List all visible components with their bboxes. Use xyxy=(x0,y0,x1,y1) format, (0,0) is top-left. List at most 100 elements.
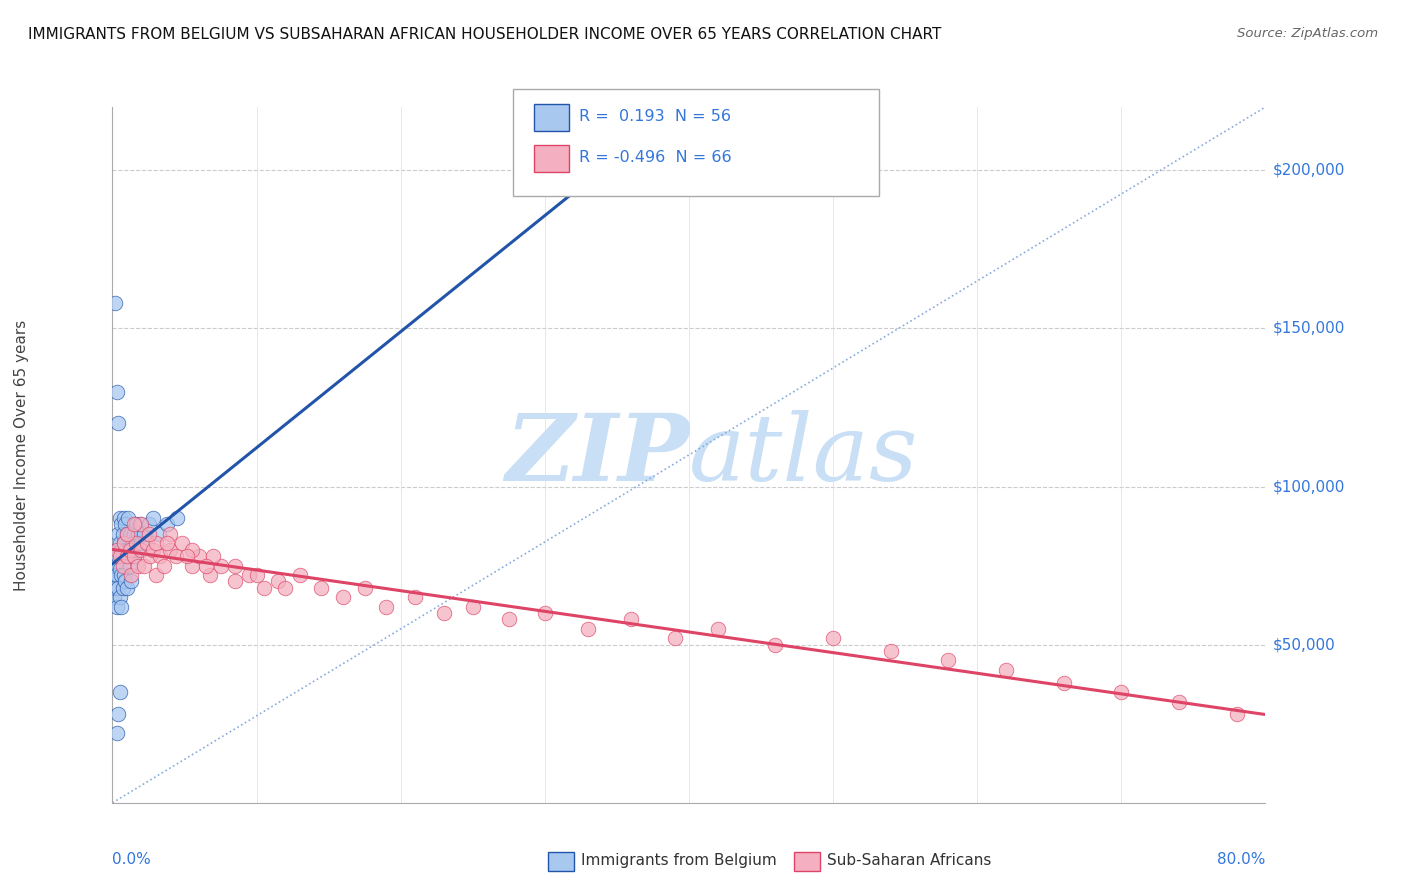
Point xyxy=(129,517,153,532)
Point xyxy=(118,542,141,557)
Point xyxy=(353,581,375,595)
Point xyxy=(128,517,150,532)
Point xyxy=(124,517,146,532)
Point xyxy=(118,558,141,573)
Point xyxy=(142,542,165,557)
Point xyxy=(176,549,198,563)
Point xyxy=(129,536,153,550)
Point xyxy=(117,511,139,525)
Point xyxy=(129,542,153,557)
Point xyxy=(112,568,135,582)
Point xyxy=(111,558,134,573)
Text: R = -0.496  N = 66: R = -0.496 N = 66 xyxy=(579,151,733,165)
Point xyxy=(107,549,129,563)
Point xyxy=(108,562,131,576)
Point xyxy=(107,581,129,595)
Point xyxy=(1226,707,1249,722)
Point xyxy=(134,558,156,573)
Point xyxy=(433,606,456,620)
Text: $200,000: $200,000 xyxy=(1272,163,1344,178)
Point xyxy=(274,581,297,595)
Point xyxy=(107,417,129,431)
Point xyxy=(821,632,844,646)
Point xyxy=(108,591,131,605)
Point xyxy=(110,599,132,614)
Text: 0.0%: 0.0% xyxy=(112,852,152,867)
Point xyxy=(111,581,134,595)
Point xyxy=(159,542,181,557)
Point xyxy=(111,549,134,563)
Point xyxy=(120,542,142,557)
Point xyxy=(245,568,267,582)
Point xyxy=(111,527,134,541)
Point xyxy=(108,511,131,525)
Point xyxy=(148,527,170,541)
Point xyxy=(127,558,149,573)
Point xyxy=(105,568,128,582)
Point xyxy=(153,558,176,573)
Point xyxy=(117,542,139,557)
Point xyxy=(332,591,354,605)
Point xyxy=(110,568,132,582)
Point xyxy=(142,511,165,525)
Point xyxy=(124,536,146,550)
Text: Source: ZipAtlas.com: Source: ZipAtlas.com xyxy=(1237,27,1378,40)
Point xyxy=(706,622,728,636)
Point xyxy=(166,511,188,525)
Point xyxy=(156,536,179,550)
Point xyxy=(108,536,131,550)
Point xyxy=(107,707,129,722)
Point xyxy=(115,581,138,595)
Point xyxy=(115,527,138,541)
Point xyxy=(145,536,167,550)
Point xyxy=(127,527,149,541)
Point xyxy=(112,511,135,525)
Point xyxy=(104,296,127,310)
Point xyxy=(188,549,211,563)
Point xyxy=(936,653,959,667)
Point xyxy=(105,542,128,557)
Point xyxy=(1052,675,1074,690)
Point xyxy=(145,568,167,582)
Point xyxy=(765,638,787,652)
Point xyxy=(122,549,145,563)
Point xyxy=(253,581,276,595)
Text: $100,000: $100,000 xyxy=(1272,479,1344,494)
Point xyxy=(136,536,159,550)
Point xyxy=(122,527,145,541)
Point xyxy=(620,612,643,626)
Point xyxy=(533,606,555,620)
Point xyxy=(134,527,156,541)
Point xyxy=(138,527,160,541)
Point xyxy=(114,542,136,557)
Point xyxy=(209,558,232,573)
Point xyxy=(112,536,135,550)
Point xyxy=(110,517,132,532)
Point xyxy=(498,612,520,626)
Point xyxy=(103,591,125,605)
Point xyxy=(267,574,290,589)
Point xyxy=(122,549,145,563)
Point xyxy=(115,549,138,563)
Point xyxy=(156,517,179,532)
Point xyxy=(1167,695,1189,709)
Text: Householder Income Over 65 years: Householder Income Over 65 years xyxy=(14,319,28,591)
Point xyxy=(120,574,142,589)
Text: ZIP: ZIP xyxy=(505,410,689,500)
Point xyxy=(108,549,131,563)
Point xyxy=(104,581,127,595)
Point xyxy=(159,527,181,541)
Point xyxy=(115,527,138,541)
Point xyxy=(200,568,222,582)
Point xyxy=(170,536,193,550)
Text: $150,000: $150,000 xyxy=(1272,321,1344,336)
Point xyxy=(112,536,135,550)
Point xyxy=(404,591,426,605)
Point xyxy=(995,663,1018,677)
Point xyxy=(105,726,128,740)
Point xyxy=(664,632,686,646)
Point xyxy=(122,517,145,532)
Text: Immigrants from Belgium: Immigrants from Belgium xyxy=(581,854,776,868)
Point xyxy=(120,568,142,582)
Point xyxy=(114,517,136,532)
